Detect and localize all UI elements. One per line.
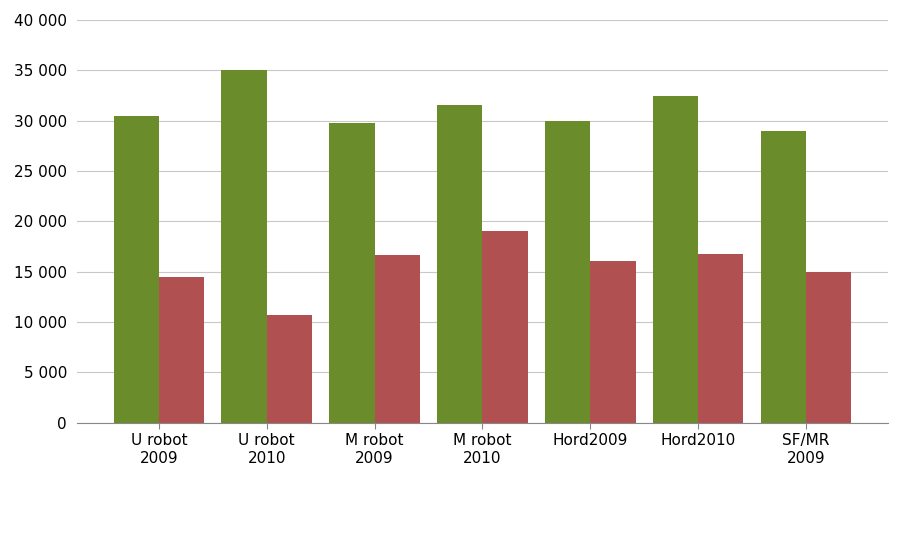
Bar [806, 272, 851, 423]
Bar [159, 277, 204, 423]
Bar [698, 254, 743, 423]
Bar [222, 70, 267, 423]
Bar [653, 96, 698, 423]
Bar [437, 106, 483, 423]
Bar [267, 315, 312, 423]
Bar [329, 122, 374, 423]
Bar [760, 131, 806, 423]
Bar [483, 231, 528, 423]
Bar [374, 255, 419, 423]
Bar [114, 115, 159, 423]
Bar [590, 261, 636, 423]
Bar [545, 121, 590, 423]
